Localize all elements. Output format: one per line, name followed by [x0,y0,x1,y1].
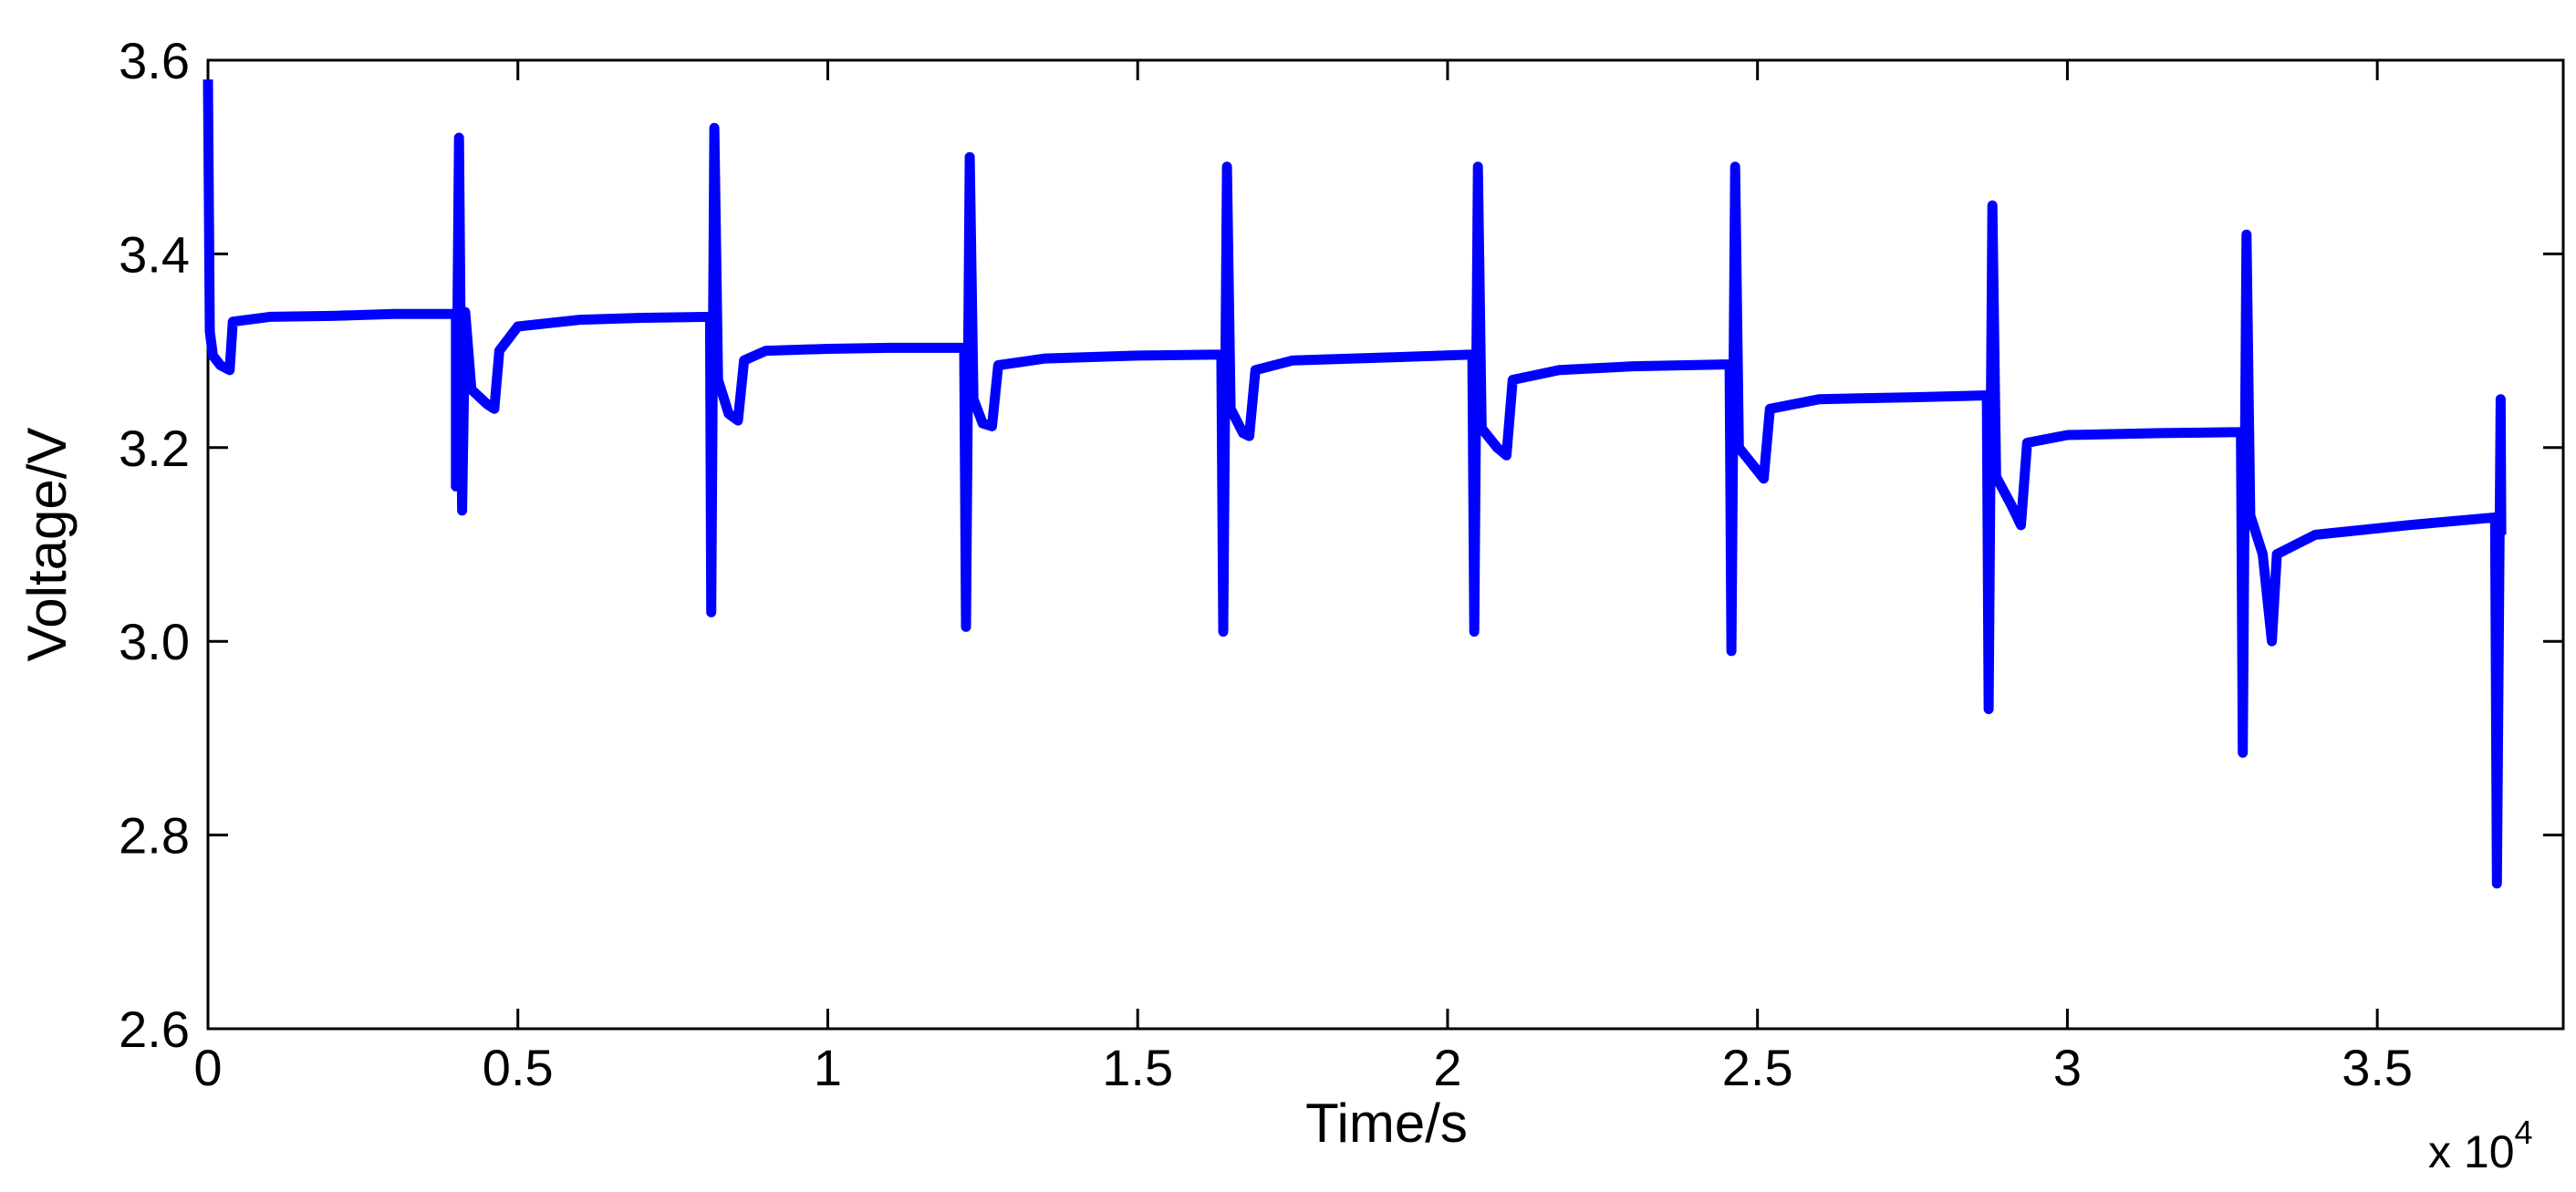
y-tick-label-0: 2.6 [119,1000,190,1058]
plot-area-frame [206,58,2565,1031]
y-axis-ticks: 2.6 2.8 3.0 3.2 3.4 3.6 [119,32,2563,1058]
y-tick-label-2: 3.0 [119,613,190,670]
x-tick-label-5: 2.5 [1722,1039,1793,1096]
y-axis-title: Voltage/V [16,428,78,662]
x-tick-label-3: 1.5 [1102,1039,1173,1096]
x-axis-ticks: 0 0.5 1 1.5 2 2.5 3 3.5 [193,60,2413,1096]
y-tick-label-5: 3.6 [119,32,190,89]
voltage-series-line-0 [203,79,2507,889]
y-tick-label-4: 3.4 [119,225,190,283]
x-tick-label-2: 1 [814,1039,842,1096]
x-tick-label-7: 3.5 [2342,1039,2413,1096]
x-axis-title: Time/s [1305,1093,1468,1154]
x-tick-label-1: 0.5 [483,1039,554,1096]
x-axis-multiplier: x 104 [2428,1114,2533,1177]
x-tick-label-0: 0 [193,1039,222,1096]
series-layer [203,79,2507,889]
x-tick-label-6: 3 [2053,1039,2082,1096]
y-tick-label-3: 3.2 [119,420,190,477]
x-tick-label-4: 2 [1433,1039,1461,1096]
y-tick-label-1: 2.8 [119,807,190,865]
x-multiplier-base: x 10 [2428,1126,2515,1177]
x-multiplier-exponent: 4 [2515,1114,2533,1151]
